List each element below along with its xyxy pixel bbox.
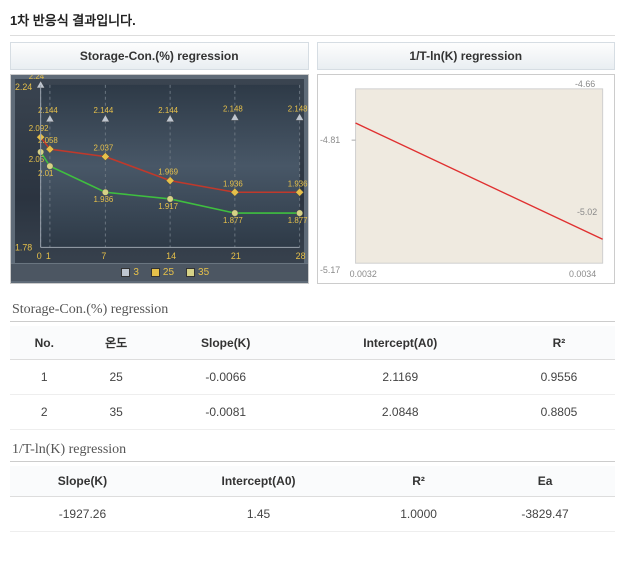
svg-text:-5.17: -5.17 [319,265,339,275]
table-header: Intercept(A0) [155,466,362,497]
table-row: 235-0.00812.08480.8805 [10,395,615,430]
svg-text:0.0034: 0.0034 [569,269,596,279]
svg-text:21: 21 [231,251,241,261]
svg-text:2.037: 2.037 [94,144,114,153]
svg-text:0: 0 [37,251,42,261]
table-header: Slope(K) [154,326,298,360]
table-cell: 1.0000 [362,497,475,532]
table-cell: 2.0848 [298,395,503,430]
svg-text:2.092: 2.092 [29,124,49,133]
chart-headers: Storage-Con.(%) regression 1/T-ln(K) reg… [10,42,615,70]
table-header: Intercept(A0) [298,326,503,360]
svg-text:1.936: 1.936 [288,179,308,188]
svg-text:2.24: 2.24 [15,82,32,92]
svg-text:2.05: 2.05 [29,155,45,164]
svg-text:-4.81: -4.81 [319,135,339,145]
svg-text:2.148: 2.148 [288,104,308,113]
svg-text:1.936: 1.936 [223,179,243,188]
table-cell: 1 [10,360,79,395]
svg-text:-5.02: -5.02 [576,207,596,217]
table-cell: 0.8805 [503,395,615,430]
table2-title: 1/T-ln(K) regression [10,436,615,462]
table-row: 125-0.00662.11690.9556 [10,360,615,395]
table-cell: 2.1169 [298,360,503,395]
table-cell: 35 [79,395,154,430]
legend-item-label: 3 [133,267,139,278]
svg-text:1.877: 1.877 [223,216,243,225]
page-title: 1차 반응식 결과입니다. [10,6,615,36]
table-cell: 0.9556 [503,360,615,395]
svg-text:0.0032: 0.0032 [349,269,376,279]
svg-text:2.144: 2.144 [158,106,178,115]
storage-con-chart: 2.241.780171421282.242.1442.1442.1442.14… [10,74,309,284]
chart-header-right: 1/T-ln(K) regression [317,42,616,70]
legend-item-label: 35 [198,267,209,278]
table-header: Ea [475,466,615,497]
svg-text:2.144: 2.144 [94,106,114,115]
table-header: No. [10,326,79,360]
table-row: -1927.261.451.0000-3829.47 [10,497,615,532]
svg-text:1.917: 1.917 [158,202,178,211]
inverse-t-lnk-table: Slope(K)Intercept(A0)R²Ea -1927.261.451.… [10,466,615,532]
svg-text:7: 7 [101,251,106,261]
table-cell: -0.0081 [154,395,298,430]
table-cell: -0.0066 [154,360,298,395]
chart1-legend: 3 25 35 [11,263,308,281]
table-cell: -1927.26 [10,497,155,532]
table-cell: 1.45 [155,497,362,532]
svg-text:1: 1 [46,251,51,261]
table-cell: 2 [10,395,79,430]
table-cell: -3829.47 [475,497,615,532]
svg-text:1.936: 1.936 [94,195,114,204]
svg-text:2.148: 2.148 [223,104,243,113]
svg-text:1.969: 1.969 [158,168,178,177]
svg-text:1.78: 1.78 [15,242,32,252]
inverse-t-lnk-chart: -4.66 -4.81 -5.02 -5.17 0.0032 0.0034 [317,74,616,284]
charts-row: 2.241.780171421282.242.1442.1442.1442.14… [10,74,615,284]
table-header: R² [503,326,615,360]
svg-text:28: 28 [296,251,306,261]
table-cell: 25 [79,360,154,395]
svg-text:1.877: 1.877 [288,216,308,225]
storage-con-table: No.온도Slope(K)Intercept(A0)R² 125-0.00662… [10,326,615,430]
table1-title: Storage-Con.(%) regression [10,296,615,322]
table-header: R² [362,466,475,497]
svg-text:14: 14 [166,251,176,261]
table-header: Slope(K) [10,466,155,497]
svg-text:2.24: 2.24 [29,75,45,81]
table-header: 온도 [79,326,154,360]
chart-header-left: Storage-Con.(%) regression [10,42,309,70]
svg-text:-4.66: -4.66 [574,79,594,89]
legend-item-label: 25 [163,267,174,278]
